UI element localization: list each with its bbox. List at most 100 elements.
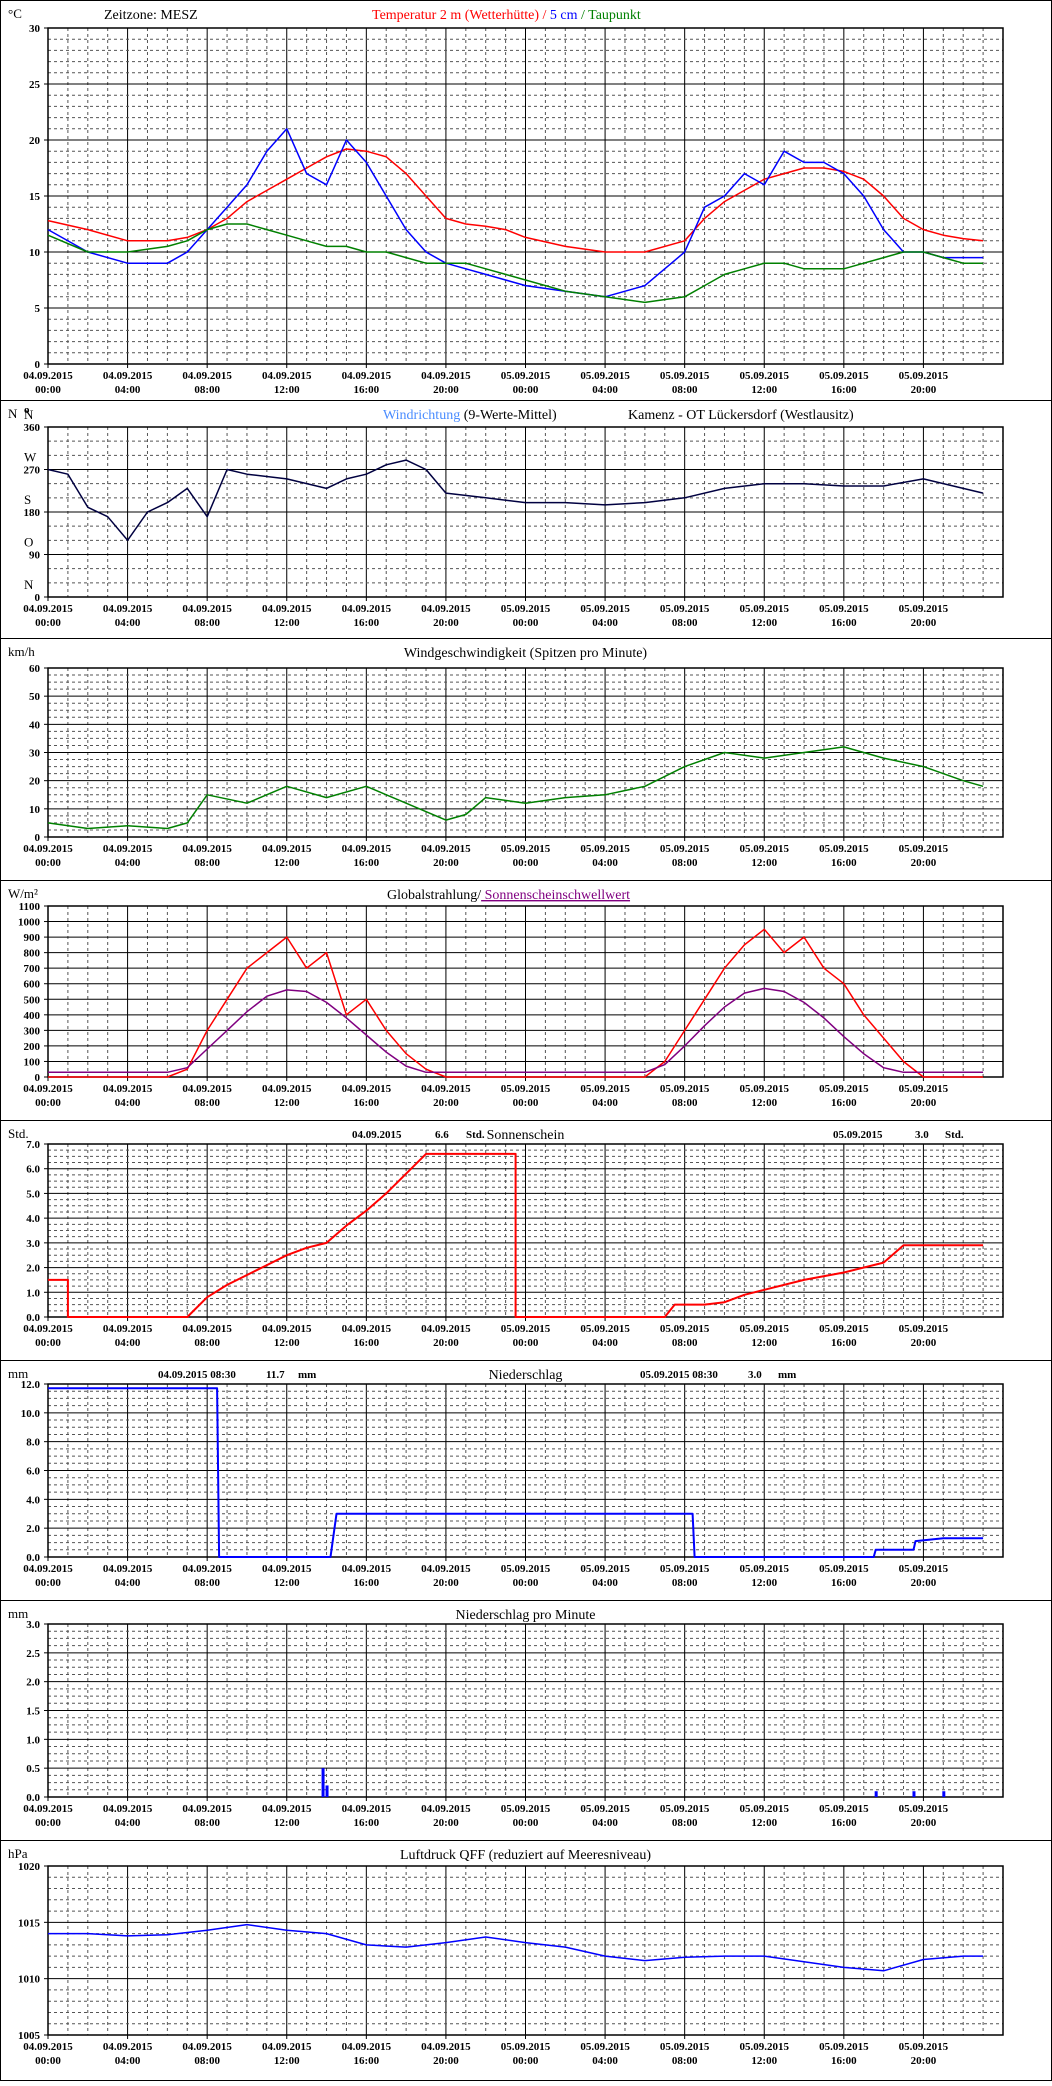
x-tick-date: 04.09.2015: [421, 370, 471, 382]
y-tick-label: 7.0: [26, 1139, 40, 1151]
x-tick-time: 16:00: [353, 1337, 379, 1349]
day1-unit: Std.: [466, 1129, 485, 1141]
precip-bar: [321, 1768, 325, 1797]
x-tick-date: 05.09.2015: [740, 2041, 790, 2053]
x-tick-time: 12:00: [274, 617, 300, 629]
y-tick-label: 0.5: [26, 1763, 40, 1775]
x-tick-time: 04:00: [592, 1577, 618, 1589]
chart-title: Niederschlag: [489, 1368, 563, 1383]
y-tick-label: 0.0: [26, 1552, 40, 1564]
x-tick-date: 05.09.2015: [580, 843, 630, 855]
x-tick-date: 05.09.2015: [660, 1563, 710, 1575]
grid: [48, 668, 1003, 837]
compass-label: N: [24, 407, 34, 422]
station-name: Kamenz - OT Lückersdorf (Westlausitz): [628, 408, 854, 423]
title-part: 5 cm: [550, 8, 578, 23]
x-tick-time: 08:00: [194, 1097, 220, 1109]
x-tick-time: 00:00: [35, 857, 61, 869]
day2-unit: Std.: [945, 1129, 964, 1141]
x-tick-time: 04:00: [592, 857, 618, 869]
x-tick-date: 05.09.2015: [580, 1083, 630, 1095]
x-tick-time: 20:00: [433, 1097, 459, 1109]
x-tick-date: 04.09.2015: [342, 1563, 392, 1575]
panel-sunshine: 0.0 1.0 2.0 3.0 4.0 5.0 6.0 7.0 04.09.2015 00:00 0…: [0, 1120, 1052, 1349]
panel-wind_direction: 090180270360NOSWN04.09.201500:0004.09.20…: [0, 400, 1052, 629]
x-tick-time: 16:00: [831, 1337, 857, 1349]
x-tick-date: 05.09.2015: [660, 843, 710, 855]
panel-precipitation: 0.0 2.0 4.0 6.0 8.0 10.0 12.0 04.09.2015 00:00 04…: [0, 1360, 1052, 1589]
series-line-blue: [48, 1387, 984, 1558]
x-tick-time: 20:00: [911, 1817, 937, 1829]
y-tick-label: 600: [24, 979, 41, 991]
x-tick-time: 08:00: [672, 1817, 698, 1829]
x-tick-date: 05.09.2015: [660, 1083, 710, 1095]
x-tick-date: 05.09.2015: [660, 2041, 710, 2053]
x-tick-date: 04.09.2015: [262, 1083, 312, 1095]
y-tick-label: 2.0: [26, 1263, 40, 1275]
series-line-red: [48, 1152, 984, 1318]
y-tick-label: 2.5: [26, 1648, 40, 1660]
y-tick-label: 500: [24, 994, 41, 1006]
chart-title: Niederschlag pro Minute: [456, 1608, 596, 1623]
x-tick-date: 04.09.2015: [182, 2041, 232, 2053]
x-tick-date: 05.09.2015: [899, 843, 949, 855]
compass-label: O: [24, 535, 33, 550]
y-tick-label: 800: [24, 948, 41, 960]
x-tick-time: 08:00: [672, 1337, 698, 1349]
x-tick-date: 05.09.2015: [740, 370, 790, 382]
x-tick-date: 05.09.2015: [899, 1083, 949, 1095]
x-tick-time: 12:00: [751, 1337, 777, 1349]
x-tick-time: 08:00: [672, 857, 698, 869]
x-tick-date: 05.09.2015: [740, 843, 790, 855]
x-tick-time: 00:00: [35, 617, 61, 629]
x-tick-time: 12:00: [751, 1097, 777, 1109]
x-tick-time: 16:00: [831, 1577, 857, 1589]
y-tick-label: 300: [24, 1025, 41, 1037]
x-tick-time: 08:00: [194, 617, 220, 629]
x-tick-date: 05.09.2015: [660, 603, 710, 615]
chart-title: Luftdruck QFF (reduziert auf Meeresnivea…: [400, 1848, 651, 1863]
title-part: Taupunkt: [588, 8, 641, 23]
x-tick-date: 05.09.2015: [501, 1083, 551, 1095]
x-tick-time: 04:00: [592, 617, 618, 629]
x-tick-date: 04.09.2015: [103, 2041, 153, 2053]
x-tick-date: 05.09.2015: [660, 370, 710, 382]
x-tick-time: 20:00: [911, 384, 937, 396]
x-tick-date: 04.09.2015: [23, 2041, 73, 2053]
series-line-purple: [48, 987, 984, 1074]
y-tick-label: 2.0: [26, 1677, 40, 1689]
x-tick-time: 04:00: [592, 1817, 618, 1829]
x-tick-time: 04:00: [115, 1337, 141, 1349]
x-tick-date: 05.09.2015: [501, 2041, 551, 2053]
x-tick-date: 04.09.2015: [421, 603, 471, 615]
grid: [48, 1384, 1003, 1557]
title-part: /: [539, 8, 550, 23]
title-part: Temperatur 2 m (Wetterhütte): [372, 8, 539, 23]
y-tick-label: 30: [29, 23, 41, 35]
x-tick-time: 00:00: [513, 2055, 539, 2067]
x-tick-time: 12:00: [274, 857, 300, 869]
x-tick-date: 05.09.2015: [740, 1323, 790, 1335]
y-tick-label: 1.5: [26, 1706, 40, 1718]
y-unit: °C: [8, 6, 22, 21]
x-tick-time: 20:00: [433, 617, 459, 629]
y-tick-label: 5.0: [26, 1188, 40, 1200]
precip-bar: [874, 1791, 878, 1797]
y-tick-label: 4.0: [26, 1213, 40, 1225]
compass-label: N: [24, 577, 34, 592]
title-part: Windrichtung: [383, 408, 460, 423]
y-tick-label: 90: [29, 550, 41, 562]
x-tick-date: 05.09.2015: [580, 1563, 630, 1575]
y-tick-label: 1005: [18, 2030, 41, 2042]
y-tick-label: 1100: [19, 901, 41, 913]
panel-global_radiation: 0 100 200 300 400 500 600 700 800 900 1000 1100 04.0…: [0, 880, 1052, 1109]
x-tick-time: 00:00: [35, 1097, 61, 1109]
timezone-label: Zeitzone: MESZ: [104, 8, 198, 23]
x-tick-date: 04.09.2015: [182, 1803, 232, 1815]
x-tick-date: 04.09.2015: [103, 1083, 153, 1095]
x-tick-time: 20:00: [433, 1817, 459, 1829]
y-tick-label: 0.0: [26, 1312, 40, 1324]
x-tick-date: 05.09.2015: [899, 1803, 949, 1815]
y-tick-label: 6.0: [26, 1466, 40, 1478]
x-tick-time: 20:00: [911, 1577, 937, 1589]
